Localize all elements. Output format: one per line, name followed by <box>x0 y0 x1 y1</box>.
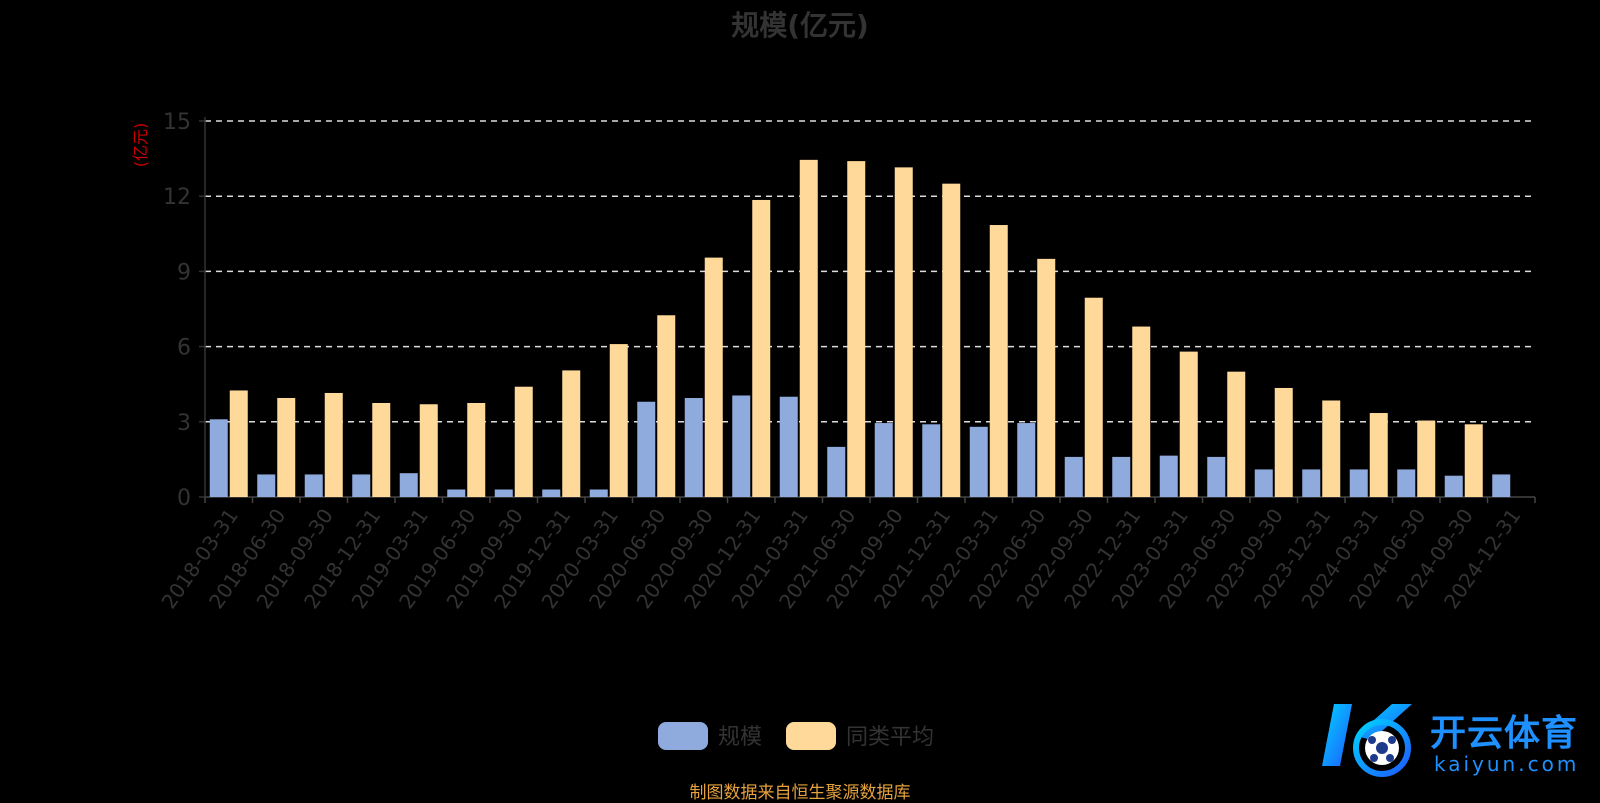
bar-peer-avg-2023-12-31 <box>1322 400 1341 497</box>
bar-scale-2020-03-31 <box>589 489 608 497</box>
bar-peer-avg-2023-06-30 <box>1227 371 1246 497</box>
bar-scale-2021-06-30 <box>827 446 846 497</box>
bar-scale-2019-06-30 <box>447 489 466 497</box>
bar-scale-2021-12-31 <box>922 424 941 497</box>
bar-scale-2018-06-30 <box>257 474 276 497</box>
bar-scale-2023-03-31 <box>1159 455 1178 497</box>
label-layer: 036912152018-03-312018-06-302018-09-3020… <box>157 110 1526 613</box>
bar-scale-2024-03-31 <box>1349 469 1368 497</box>
bar-peer-avg-2023-09-30 <box>1274 387 1293 497</box>
bar-scale-2018-12-31 <box>352 474 371 497</box>
y-tick-label: 6 <box>177 336 191 361</box>
bar-layer <box>209 159 1511 497</box>
watermark-logo: 开云体育 kaiyun.com <box>1312 696 1592 786</box>
bar-peer-avg-2022-12-31 <box>1132 326 1151 497</box>
bar-peer-avg-2022-06-30 <box>1037 258 1056 497</box>
bar-scale-2021-03-31 <box>779 396 798 497</box>
bar-scale-2023-12-31 <box>1302 469 1321 497</box>
bar-scale-2022-12-31 <box>1112 456 1131 497</box>
bar-scale-2021-09-30 <box>874 423 893 497</box>
legend: 规模 同类平均 <box>658 722 934 750</box>
bar-scale-2019-09-30 <box>494 489 513 497</box>
bar-scale-2023-06-30 <box>1207 456 1226 497</box>
y-tick-label: 12 <box>163 185 191 210</box>
bar-peer-avg-2024-09-30 <box>1464 424 1483 497</box>
chart-title: 规模(亿元) <box>731 9 869 42</box>
bar-peer-avg-2018-12-31 <box>372 403 391 497</box>
bar-peer-avg-2023-03-31 <box>1179 351 1198 497</box>
legend-label-1: 同类平均 <box>846 725 934 750</box>
bar-scale-2023-09-30 <box>1254 469 1273 497</box>
watermark-brand: 开云体育 <box>1430 713 1579 754</box>
bar-scale-2020-12-31 <box>732 395 751 497</box>
y-tick-label: 15 <box>163 110 191 135</box>
bar-peer-avg-2019-06-30 <box>467 403 486 497</box>
bar-scale-2020-06-30 <box>637 401 656 497</box>
bar-peer-avg-2020-03-31 <box>609 344 628 497</box>
bar-scale-2024-06-30 <box>1397 469 1416 497</box>
legend-label-0: 规模 <box>718 725 762 750</box>
bar-scale-2019-12-31 <box>542 489 561 497</box>
bar-peer-avg-2020-12-31 <box>752 199 771 497</box>
bar-peer-avg-2019-12-31 <box>562 370 581 497</box>
bar-peer-avg-2019-03-31 <box>419 404 438 497</box>
bar-peer-avg-2021-12-31 <box>942 183 961 497</box>
bar-peer-avg-2021-09-30 <box>894 167 913 497</box>
legend-swatch-0 <box>658 722 708 750</box>
bar-scale-2018-03-31 <box>209 419 228 497</box>
bar-peer-avg-2018-06-30 <box>277 397 296 497</box>
bar-scale-2024-12-31 <box>1492 474 1511 497</box>
y-tick-label: 3 <box>177 411 191 436</box>
y-tick-label: 0 <box>177 486 191 511</box>
bar-peer-avg-2021-06-30 <box>847 161 866 497</box>
bar-peer-avg-2021-03-31 <box>799 159 818 497</box>
kaiyun-logo-icon <box>1322 704 1412 777</box>
source-note: 制图数据来自恒生聚源数据库 <box>689 783 911 803</box>
bar-scale-2019-03-31 <box>399 473 418 497</box>
bar-peer-avg-2020-06-30 <box>657 315 676 497</box>
bar-peer-avg-2018-03-31 <box>229 390 248 497</box>
watermark-domain: kaiyun.com <box>1434 752 1580 776</box>
bar-scale-2022-06-30 <box>1017 423 1036 497</box>
bar-peer-avg-2022-09-30 <box>1084 297 1103 497</box>
y-tick-label: 9 <box>177 260 191 285</box>
bar-peer-avg-2018-09-30 <box>324 392 343 497</box>
bar-scale-2022-03-31 <box>969 426 988 497</box>
bar-peer-avg-2024-03-31 <box>1369 413 1388 497</box>
bar-peer-avg-2022-03-31 <box>989 225 1008 497</box>
bar-scale-2020-09-30 <box>684 397 703 497</box>
bar-scale-2018-09-30 <box>304 474 323 497</box>
bar-scale-2024-09-30 <box>1444 475 1463 497</box>
bar-scale-2022-09-30 <box>1064 456 1083 497</box>
bar-peer-avg-2024-06-30 <box>1417 420 1436 497</box>
legend-swatch-1 <box>786 722 836 750</box>
grid-layer <box>205 120 1535 423</box>
bar-peer-avg-2020-09-30 <box>704 257 723 497</box>
bar-peer-avg-2019-09-30 <box>514 386 533 497</box>
y-axis-label: (亿元) <box>131 123 150 168</box>
